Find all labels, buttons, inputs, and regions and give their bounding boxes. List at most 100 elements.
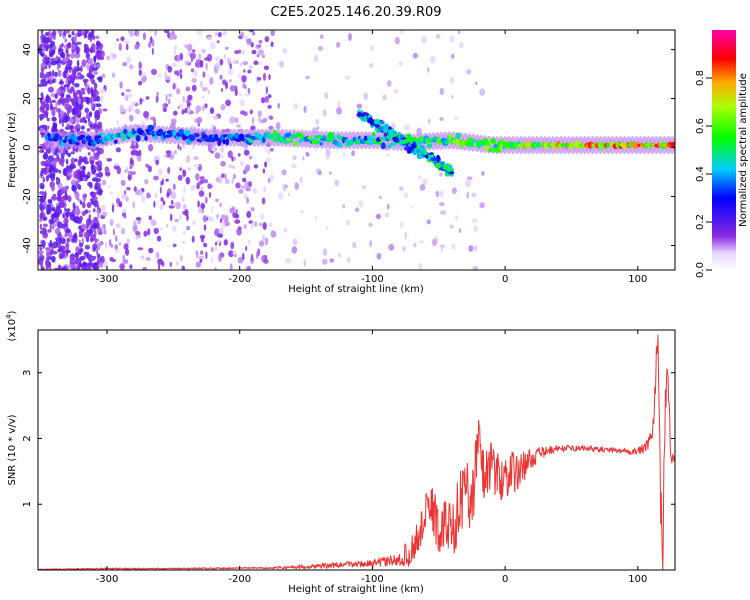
heatmap-noise-cell <box>93 56 97 61</box>
heatmap-noise-cell <box>352 244 356 248</box>
heatmap-noise-cell <box>236 124 241 128</box>
heatmap-noise-cell <box>122 61 128 67</box>
snr-frame <box>37 329 676 571</box>
heatmap-noise-cell <box>134 43 140 50</box>
y-tick-label: 2 <box>22 435 33 441</box>
heatmap-noise-cell <box>67 168 73 174</box>
heatmap-noise-cell <box>123 215 127 219</box>
heatmap-noise-cell <box>109 52 113 57</box>
y-tick-label: -20 <box>22 188 33 204</box>
heatmap-noise-cell <box>190 184 197 191</box>
heatmap-noise-cell <box>92 122 98 128</box>
heatmap-noise-cell <box>185 86 191 92</box>
heatmap-noise-cell <box>292 238 298 246</box>
heatmap-noise-cell <box>303 105 307 114</box>
heatmap-noise-cell <box>77 72 82 76</box>
heatmap-noise-cell <box>193 164 200 168</box>
heatmap-noise-cell <box>199 258 203 263</box>
heatmap-noise-cell <box>47 155 54 162</box>
heatmap-noise-cell <box>221 162 226 167</box>
heatmap-noise-cell <box>233 173 236 180</box>
heatmap-noise-cell <box>65 158 69 165</box>
heatmap-noise-cell <box>187 167 192 171</box>
heatmap-noise-cell <box>325 225 328 230</box>
heatmap-noise-cell <box>65 211 71 217</box>
heatmap-noise-cell <box>165 150 172 155</box>
heatmap-noise-cell <box>108 184 111 189</box>
heatmap-noise-cell <box>247 69 252 74</box>
colorbar-tick-label: 0.8 <box>695 70 706 86</box>
heatmap-noise-cell <box>81 59 87 67</box>
heatmap-noise-cell <box>449 35 455 43</box>
heatmap-noise-cell <box>216 238 221 244</box>
heatmap-noise-cell <box>210 150 215 154</box>
heatmap-ridge-cell <box>484 145 490 151</box>
heatmap-ridge-cell <box>444 140 450 145</box>
heatmap-noise-cell <box>179 167 182 172</box>
heatmap-branch-cell <box>374 124 380 128</box>
heatmap-noise-cell <box>54 214 59 218</box>
heatmap-noise-cell <box>92 208 96 213</box>
colorbar-tick-label: 0.0 <box>695 262 706 278</box>
heatmap-noise-cell <box>71 43 77 51</box>
heatmap-ridge-cell <box>338 142 343 148</box>
heatmap-noise-cell <box>270 174 274 182</box>
heatmap-noise-cell <box>258 117 262 123</box>
heatmap-noise-cell <box>92 196 95 202</box>
heatmap-branch-cell <box>442 166 448 170</box>
heatmap-branch-cell <box>383 132 388 137</box>
heatmap-noise-cell <box>435 190 440 198</box>
heatmap-noise-cell <box>196 30 203 36</box>
heatmap-noise-cell <box>135 189 141 196</box>
heatmap-noise-cell <box>147 42 152 48</box>
heatmap-noise-cell <box>80 176 84 180</box>
heatmap-noise-cell <box>75 41 82 45</box>
heatmap-noise-cell <box>305 75 310 80</box>
heatmap-noise-cell <box>45 247 51 251</box>
heatmap-noise-cell <box>57 62 61 69</box>
heatmap-noise-cell <box>227 150 233 159</box>
heatmap-noise-cell <box>214 56 221 62</box>
heatmap-noise-cell <box>346 256 351 264</box>
heatmap-noise-cell <box>79 200 83 205</box>
heatmap-noise-cell <box>105 241 108 250</box>
heatmap-noise-cell <box>111 204 115 213</box>
heatmap-noise-cell <box>86 253 91 259</box>
colorbar-gradient <box>712 30 736 270</box>
heatmap-noise-cell <box>264 161 268 168</box>
heatmap-noise-cell <box>60 110 64 118</box>
heatmap-noise-cell <box>217 31 222 38</box>
heatmap-noise-cell <box>267 94 272 99</box>
heatmap-branch-cell <box>432 157 438 161</box>
heatmap-noise-cell <box>172 83 176 90</box>
heatmap-noise-cell <box>132 171 136 175</box>
heatmap-noise-cell <box>268 74 271 81</box>
spectrogram-x-axis: -300 -200 -100 0 100 <box>96 30 647 285</box>
heatmap-noise-cell <box>51 99 56 103</box>
y-tick-label: -40 <box>22 237 33 253</box>
heatmap-noise-cell <box>102 108 108 112</box>
heatmap-noise-cell <box>393 88 399 94</box>
y-tick-label: 20 <box>22 92 33 105</box>
heatmap-ridge-cell <box>147 124 155 131</box>
heatmap-noise-cell <box>55 208 61 213</box>
heatmap-noise-cell <box>81 116 86 121</box>
heatmap-ridge-cell <box>85 135 92 142</box>
heatmap-ridge-cell <box>287 132 291 136</box>
heatmap-noise-cell <box>214 69 218 74</box>
heatmap-noise-cell <box>109 191 113 195</box>
heatmap-noise-cell <box>85 222 90 229</box>
heatmap-noise-cell <box>75 148 78 153</box>
heatmap-noise-cell <box>345 219 351 226</box>
heatmap-noise-cell <box>197 122 200 127</box>
heatmap-noise-cell <box>73 35 77 43</box>
heatmap-noise-cell <box>39 218 43 222</box>
heatmap-noise-cell <box>46 45 49 51</box>
heatmap-noise-cell <box>382 94 387 101</box>
heatmap-ridge-cell <box>367 142 374 145</box>
heatmap-noise-cell <box>451 243 456 250</box>
heatmap-ridge-cell <box>490 138 497 144</box>
y-tick-label: 40 <box>22 43 33 56</box>
heatmap-noise-cell <box>207 89 210 95</box>
